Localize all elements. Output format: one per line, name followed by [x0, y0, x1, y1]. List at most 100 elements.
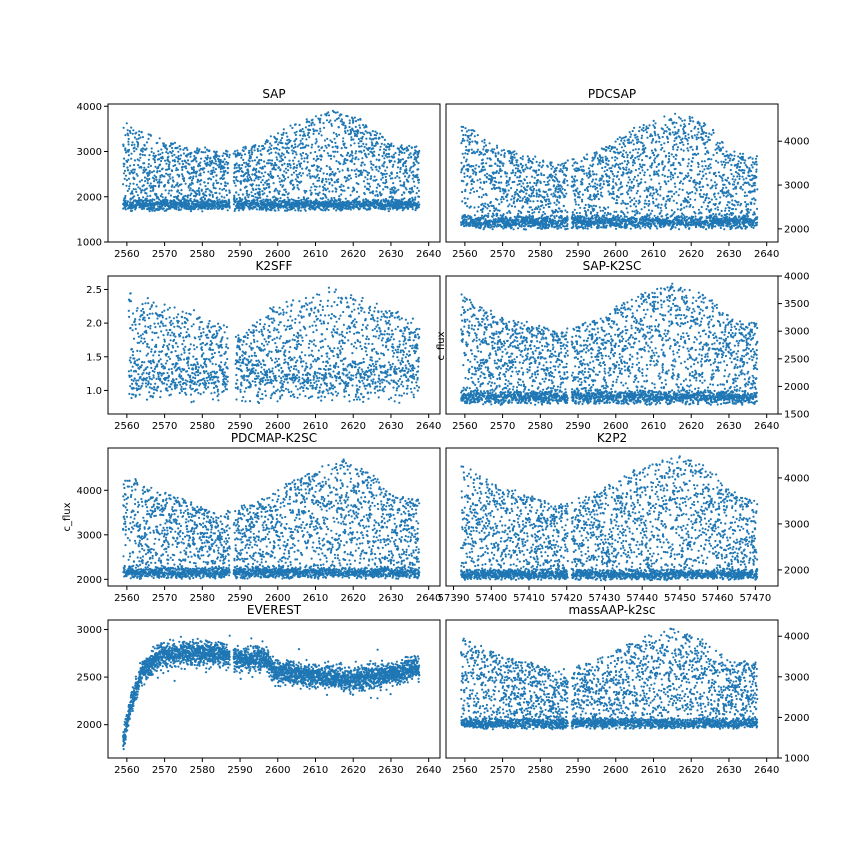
- data-point: [559, 168, 562, 171]
- data-point: [533, 211, 536, 214]
- data-point: [565, 192, 568, 195]
- data-point: [574, 215, 577, 218]
- data-point: [187, 194, 190, 197]
- data-point: [315, 138, 318, 141]
- data-point: [181, 168, 184, 171]
- data-point: [126, 200, 129, 203]
- data-point: [338, 170, 341, 173]
- data-point: [555, 214, 558, 217]
- data-point: [128, 187, 131, 190]
- data-point: [122, 144, 125, 148]
- data-point: [282, 146, 285, 149]
- data-point: [490, 187, 494, 190]
- data-point: [554, 169, 558, 172]
- data-point: [258, 190, 261, 193]
- data-point: [260, 159, 263, 162]
- data-point: [318, 191, 321, 194]
- data-point: [535, 195, 538, 198]
- data-point: [163, 175, 166, 178]
- data-point: [130, 157, 133, 160]
- data-point: [269, 148, 273, 151]
- data-point: [251, 159, 254, 162]
- data-point: [228, 189, 231, 192]
- data-point: [238, 207, 242, 210]
- data-point: [461, 200, 464, 203]
- data-point: [517, 218, 520, 221]
- data-point: [488, 142, 491, 145]
- data-point: [372, 147, 375, 150]
- data-point: [359, 126, 362, 129]
- data-point: [378, 167, 381, 170]
- data-point: [351, 157, 354, 160]
- data-point: [270, 162, 274, 165]
- data-point: [522, 190, 525, 194]
- data-point: [313, 123, 316, 126]
- data-point: [511, 162, 514, 165]
- data-point: [175, 205, 178, 208]
- data-point: [135, 131, 138, 134]
- data-point: [299, 139, 302, 142]
- data-point: [195, 160, 198, 163]
- data-point: [348, 125, 351, 129]
- data-point: [232, 203, 235, 206]
- data-point: [214, 160, 217, 163]
- data-point: [234, 184, 237, 187]
- data-point: [554, 173, 557, 176]
- data-point: [525, 189, 529, 192]
- data-point: [145, 192, 148, 195]
- data-point: [158, 170, 161, 173]
- data-point: [357, 118, 360, 121]
- data-point: [295, 153, 298, 156]
- data-point: [541, 204, 544, 207]
- data-point: [307, 131, 310, 134]
- data-point: [485, 176, 489, 179]
- data-point: [143, 154, 146, 157]
- data-point: [299, 165, 302, 168]
- data-point: [324, 189, 328, 192]
- data-point: [307, 197, 310, 200]
- data-point: [317, 157, 320, 160]
- data-point: [375, 190, 378, 193]
- data-point: [519, 196, 522, 199]
- data-point: [370, 175, 373, 178]
- data-point: [265, 179, 268, 182]
- data-point: [497, 152, 500, 155]
- data-point: [467, 168, 470, 171]
- data-point: [310, 192, 313, 195]
- data-point: [511, 158, 514, 161]
- y-tick-label: 1000: [77, 238, 102, 249]
- data-point: [123, 177, 126, 180]
- data-point: [503, 152, 506, 155]
- data-point: [376, 194, 379, 198]
- data-point: [417, 168, 420, 171]
- data-point: [309, 208, 312, 211]
- data-point: [250, 153, 253, 156]
- data-point: [378, 158, 381, 161]
- data-point: [363, 163, 366, 166]
- data-point: [543, 196, 546, 199]
- data-point: [363, 145, 366, 148]
- data-point: [349, 177, 353, 180]
- data-point: [243, 153, 247, 156]
- data-point: [239, 152, 242, 155]
- data-point: [263, 147, 266, 150]
- data-point: [148, 172, 151, 175]
- data-point: [181, 175, 184, 178]
- data-point: [476, 134, 479, 137]
- data-point: [510, 198, 513, 201]
- data-point: [280, 180, 283, 183]
- data-point: [362, 142, 365, 145]
- data-point: [355, 168, 358, 171]
- data-point: [252, 188, 255, 192]
- data-point: [133, 150, 136, 153]
- data-point: [305, 166, 309, 169]
- data-point: [353, 169, 356, 172]
- data-point: [296, 180, 299, 183]
- data-point: [312, 132, 315, 135]
- data-point: [301, 127, 304, 131]
- data-point: [281, 164, 284, 167]
- data-point: [504, 190, 507, 193]
- data-point: [260, 172, 263, 175]
- data-point: [197, 187, 201, 190]
- data-point: [171, 154, 174, 157]
